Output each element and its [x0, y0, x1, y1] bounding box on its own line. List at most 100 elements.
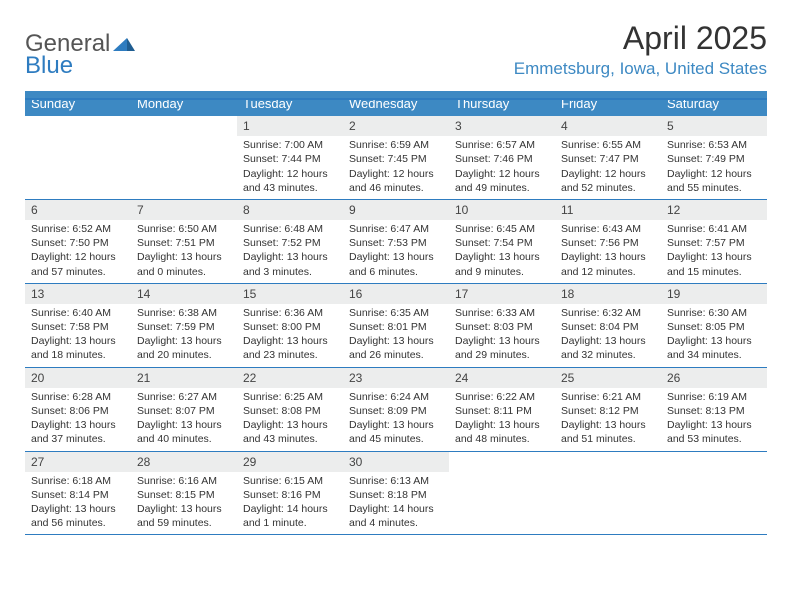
- daylight-text: Daylight: 12 hours and 55 minutes.: [667, 167, 761, 195]
- day-number: 18: [555, 284, 661, 304]
- day-cell: [131, 116, 237, 199]
- day-body: Sunrise: 6:19 AMSunset: 8:13 PMDaylight:…: [661, 388, 767, 451]
- sunrise-text: Sunrise: 6:47 AM: [349, 222, 443, 236]
- day-body: Sunrise: 6:15 AMSunset: 8:16 PMDaylight:…: [237, 472, 343, 535]
- month-title: April 2025: [437, 20, 767, 57]
- day-body: Sunrise: 6:33 AMSunset: 8:03 PMDaylight:…: [449, 304, 555, 367]
- day-cell: 29Sunrise: 6:15 AMSunset: 8:16 PMDayligh…: [237, 452, 343, 535]
- day-number: 4: [555, 116, 661, 136]
- sunset-text: Sunset: 7:57 PM: [667, 236, 761, 250]
- daylight-text: Daylight: 13 hours and 12 minutes.: [561, 250, 655, 278]
- daylight-text: Daylight: 13 hours and 0 minutes.: [137, 250, 231, 278]
- sunrise-text: Sunrise: 6:36 AM: [243, 306, 337, 320]
- sunset-text: Sunset: 8:07 PM: [137, 404, 231, 418]
- day-number: 12: [661, 200, 767, 220]
- weekday-header: Friday: [555, 91, 661, 116]
- sunset-text: Sunset: 8:04 PM: [561, 320, 655, 334]
- sunset-text: Sunset: 7:59 PM: [137, 320, 231, 334]
- day-body: Sunrise: 6:47 AMSunset: 7:53 PMDaylight:…: [343, 220, 449, 283]
- day-number: 2: [343, 116, 449, 136]
- sunrise-text: Sunrise: 6:53 AM: [667, 138, 761, 152]
- sunrise-text: Sunrise: 6:15 AM: [243, 474, 337, 488]
- sunrise-text: Sunrise: 6:13 AM: [349, 474, 443, 488]
- day-number: 10: [449, 200, 555, 220]
- day-number: 20: [25, 368, 131, 388]
- sunset-text: Sunset: 8:08 PM: [243, 404, 337, 418]
- day-number: 9: [343, 200, 449, 220]
- sunset-text: Sunset: 8:18 PM: [349, 488, 443, 502]
- sunrise-text: Sunrise: 6:32 AM: [561, 306, 655, 320]
- daylight-text: Daylight: 12 hours and 57 minutes.: [31, 250, 125, 278]
- day-body: Sunrise: 6:18 AMSunset: 8:14 PMDaylight:…: [25, 472, 131, 535]
- day-body: [449, 472, 555, 478]
- day-cell: 12 Sunrise: 6:41 AMSunset: 7:57 PMDayligh…: [661, 200, 767, 283]
- sunset-text: Sunset: 8:13 PM: [667, 404, 761, 418]
- daylight-text: Daylight: 14 hours and 4 minutes.: [349, 502, 443, 530]
- day-cell: 10Sunrise: 6:45 AMSunset: 7:54 PMDayligh…: [449, 200, 555, 283]
- sunset-text: Sunset: 7:50 PM: [31, 236, 125, 250]
- weekday-header: Monday: [131, 91, 237, 116]
- day-number: 27: [25, 452, 131, 472]
- day-number: [449, 452, 555, 472]
- sunrise-text: Sunrise: 6:30 AM: [667, 306, 761, 320]
- day-body: Sunrise: 6:22 AMSunset: 8:11 PMDaylight:…: [449, 388, 555, 451]
- day-cell: 26Sunrise: 6:19 AMSunset: 8:13 PMDayligh…: [661, 368, 767, 451]
- daylight-text: Daylight: 13 hours and 56 minutes.: [31, 502, 125, 530]
- daylight-text: Daylight: 13 hours and 20 minutes.: [137, 334, 231, 362]
- day-number: [25, 116, 131, 136]
- brand-part2: Blue: [25, 52, 73, 80]
- daylight-text: Daylight: 13 hours and 37 minutes.: [31, 418, 125, 446]
- week-row: 13Sunrise: 6:40 AMSunset: 7:58 PMDayligh…: [25, 284, 767, 368]
- daylight-text: Daylight: 13 hours and 48 minutes.: [455, 418, 549, 446]
- day-number: 28: [131, 452, 237, 472]
- day-body: [661, 472, 767, 478]
- day-number: 16: [343, 284, 449, 304]
- day-number: [555, 452, 661, 472]
- day-body: Sunrise: 7:00 AMSunset: 7:44 PMDaylight:…: [237, 136, 343, 199]
- daylight-text: Daylight: 12 hours and 52 minutes.: [561, 167, 655, 195]
- daylight-text: Daylight: 13 hours and 15 minutes.: [667, 250, 761, 278]
- day-body: Sunrise: 6:55 AMSunset: 7:47 PMDaylight:…: [555, 136, 661, 199]
- sunset-text: Sunset: 8:14 PM: [31, 488, 125, 502]
- sunrise-text: Sunrise: 6:16 AM: [137, 474, 231, 488]
- day-body: Sunrise: 6:24 AMSunset: 8:09 PMDaylight:…: [343, 388, 449, 451]
- sunrise-text: Sunrise: 6:43 AM: [561, 222, 655, 236]
- sunrise-text: Sunrise: 6:45 AM: [455, 222, 549, 236]
- daylight-text: Daylight: 14 hours and 1 minute.: [243, 502, 337, 530]
- day-body: Sunrise: 6:13 AMSunset: 8:18 PMDaylight:…: [343, 472, 449, 535]
- sunrise-text: Sunrise: 6:48 AM: [243, 222, 337, 236]
- day-number: 1: [237, 116, 343, 136]
- day-number: 21: [131, 368, 237, 388]
- weekday-header: Sunday: [25, 91, 131, 116]
- day-body: [555, 472, 661, 478]
- day-body: Sunrise: 6:53 AMSunset: 7:49 PMDaylight:…: [661, 136, 767, 199]
- day-cell: 8Sunrise: 6:48 AMSunset: 7:52 PMDaylight…: [237, 200, 343, 283]
- day-body: Sunrise: 6:27 AMSunset: 8:07 PMDaylight:…: [131, 388, 237, 451]
- day-cell: 15Sunrise: 6:36 AMSunset: 8:00 PMDayligh…: [237, 284, 343, 367]
- day-cell: 24Sunrise: 6:22 AMSunset: 8:11 PMDayligh…: [449, 368, 555, 451]
- day-body: Sunrise: 6:36 AMSunset: 8:00 PMDaylight:…: [237, 304, 343, 367]
- sunrise-text: Sunrise: 6:24 AM: [349, 390, 443, 404]
- day-cell: 19Sunrise: 6:30 AMSunset: 8:05 PMDayligh…: [661, 284, 767, 367]
- day-number: 6: [25, 200, 131, 220]
- sunset-text: Sunset: 7:49 PM: [667, 152, 761, 166]
- sunrise-text: Sunrise: 6:41 AM: [667, 222, 761, 236]
- weekday-header: Tuesday: [237, 91, 343, 116]
- sunrise-text: Sunrise: 6:25 AM: [243, 390, 337, 404]
- day-body: Sunrise: 6:48 AMSunset: 7:52 PMDaylight:…: [237, 220, 343, 283]
- sunrise-text: Sunrise: 6:19 AM: [667, 390, 761, 404]
- week-row: 27Sunrise: 6:18 AMSunset: 8:14 PMDayligh…: [25, 452, 767, 536]
- day-number: 15: [237, 284, 343, 304]
- day-cell: 22Sunrise: 6:25 AMSunset: 8:08 PMDayligh…: [237, 368, 343, 451]
- sunset-text: Sunset: 8:15 PM: [137, 488, 231, 502]
- day-cell: [449, 452, 555, 535]
- day-body: Sunrise: 6:21 AMSunset: 8:12 PMDaylight:…: [555, 388, 661, 451]
- sunrise-text: Sunrise: 6:55 AM: [561, 138, 655, 152]
- daylight-text: Daylight: 13 hours and 23 minutes.: [243, 334, 337, 362]
- sunrise-text: Sunrise: 6:22 AM: [455, 390, 549, 404]
- sunset-text: Sunset: 7:53 PM: [349, 236, 443, 250]
- day-cell: 11Sunrise: 6:43 AMSunset: 7:56 PMDayligh…: [555, 200, 661, 283]
- sunset-text: Sunset: 7:44 PM: [243, 152, 337, 166]
- sunset-text: Sunset: 7:45 PM: [349, 152, 443, 166]
- day-number: 30: [343, 452, 449, 472]
